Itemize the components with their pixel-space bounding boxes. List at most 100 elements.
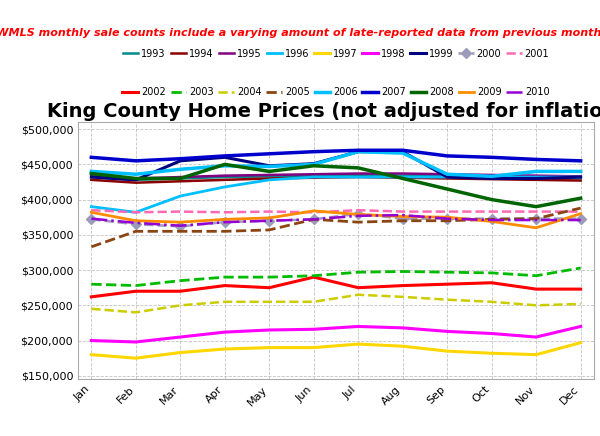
1998 [577,324,584,329]
1993 [132,177,139,183]
1999 [221,155,229,160]
2009 [399,214,406,219]
1994 [443,176,451,181]
2004 [132,310,139,315]
2007 [488,155,495,160]
1994 [577,178,584,183]
2006 [399,150,406,156]
2002 [221,283,229,288]
2006 [88,169,95,174]
2003 [88,282,95,287]
2005 [488,217,495,222]
2007 [577,158,584,164]
Text: NWMLS monthly sale counts include a varying amount of late-reported data from pr: NWMLS monthly sale counts include a vary… [0,28,600,38]
2002 [310,275,317,280]
2003 [221,275,229,280]
1995 [399,171,406,176]
2009 [88,210,95,215]
2007 [132,158,139,164]
2008 [399,176,406,181]
1995 [533,173,540,178]
2005 [88,244,95,249]
1995 [88,174,95,179]
2004 [310,299,317,304]
1994 [310,175,317,181]
2002 [177,289,184,294]
1998 [310,327,317,332]
2005 [577,205,584,211]
1997 [177,350,184,355]
2004 [399,294,406,300]
Line: 2000: 2000 [88,210,584,230]
2007 [355,148,362,153]
1998 [443,329,451,334]
2007 [266,151,273,157]
2003 [399,269,406,274]
2006 [355,149,362,154]
2009 [355,212,362,217]
1999 [310,161,317,166]
1999 [488,176,495,181]
2005 [177,229,184,234]
1996 [399,174,406,180]
2000 [399,216,406,221]
2003 [310,273,317,278]
1994 [355,174,362,180]
Line: 1996: 1996 [91,177,581,212]
1998 [533,334,540,340]
2003 [177,278,184,283]
2004 [88,306,95,311]
Line: 1997: 1997 [91,343,581,358]
1993 [221,174,229,180]
Line: 1999: 1999 [91,152,581,180]
1998 [221,330,229,335]
1994 [177,179,184,184]
2009 [443,215,451,220]
2008 [310,163,317,168]
2004 [221,299,229,304]
1996 [533,174,540,180]
1998 [488,331,495,336]
1993 [88,174,95,180]
Line: 2008: 2008 [91,164,581,207]
2007 [443,153,451,159]
2005 [221,229,229,234]
1998 [399,325,406,330]
2010 [221,220,229,225]
2001 [488,209,495,214]
1996 [355,174,362,180]
Line: 1998: 1998 [91,327,581,342]
1997 [132,356,139,361]
2002 [355,285,362,290]
1993 [577,176,584,181]
Line: 2002: 2002 [91,277,581,297]
2005 [132,229,139,234]
2005 [355,220,362,225]
2006 [266,164,273,169]
2007 [533,157,540,162]
2008 [132,176,139,181]
2003 [266,275,273,280]
2001 [310,210,317,215]
2003 [577,266,584,271]
2009 [132,218,139,223]
2010 [488,218,495,223]
2000 [266,218,273,223]
2008 [533,204,540,209]
2008 [177,176,184,181]
2004 [266,299,273,304]
2004 [355,292,362,297]
1995 [355,171,362,176]
2010 [399,212,406,218]
2005 [533,216,540,221]
1997 [266,345,273,350]
2000 [132,221,139,227]
1995 [443,172,451,177]
2000 [177,224,184,229]
2009 [533,225,540,230]
2006 [310,162,317,167]
2002 [88,294,95,300]
1995 [221,173,229,178]
2007 [310,149,317,154]
1993 [488,174,495,180]
